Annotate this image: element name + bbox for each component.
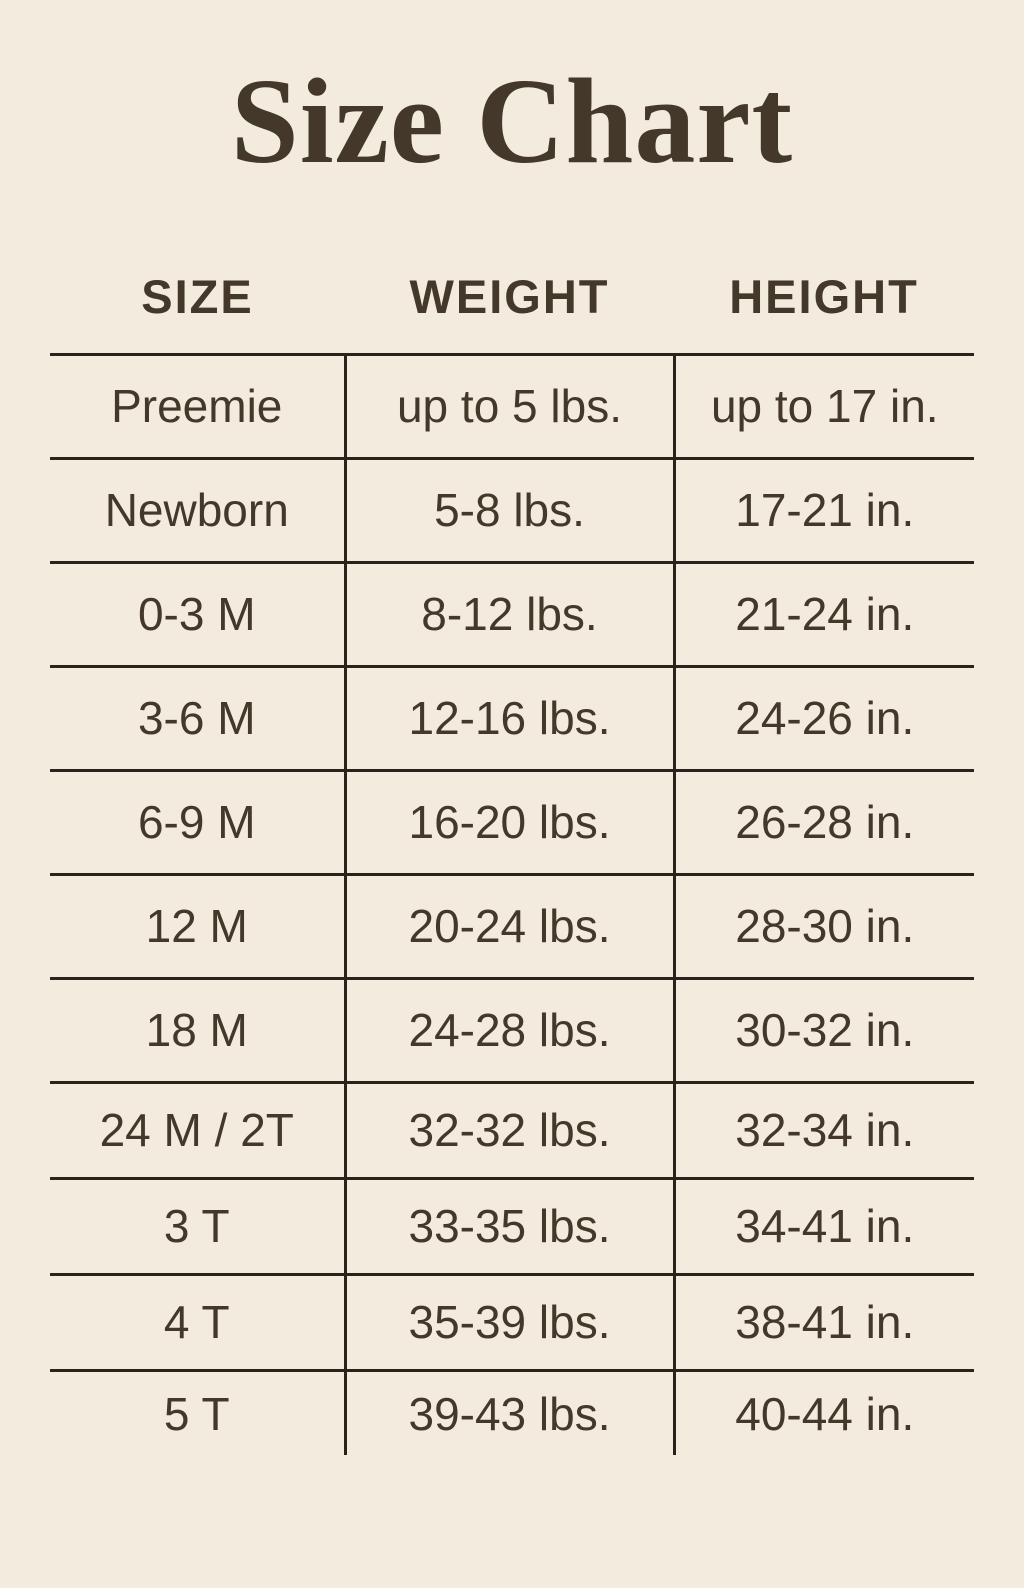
table-row: 5 T 39-43 lbs. 40-44 in.	[50, 1368, 974, 1456]
weight-cell: 5-8 lbs.	[343, 456, 674, 563]
size-chart-table: SIZE WEIGHT HEIGHT Preemie up to 5 lbs. up…	[50, 240, 974, 1456]
size-cell: 6-9 M	[50, 768, 345, 875]
size-cell: Preemie	[50, 352, 345, 459]
weight-cell: 20-24 lbs.	[343, 872, 674, 979]
table-row: Newborn 5-8 lbs. 17-21 in.	[50, 456, 974, 563]
height-cell: up to 17 in.	[672, 352, 974, 459]
weight-cell: 35-39 lbs.	[343, 1272, 674, 1371]
table-row: 3 T 33-35 lbs. 34-41 in.	[50, 1176, 974, 1275]
size-cell: Newborn	[50, 456, 345, 563]
weight-cell: 16-20 lbs.	[343, 768, 674, 875]
column-header-weight: WEIGHT	[345, 240, 674, 356]
table-header-row: SIZE WEIGHT HEIGHT	[50, 240, 974, 356]
size-cell: 18 M	[50, 976, 345, 1083]
height-cell: 21-24 in.	[672, 560, 974, 667]
weight-cell: 8-12 lbs.	[343, 560, 674, 667]
size-chart-page: Size Chart SIZE WEIGHT HEIGHT Preemie up …	[0, 52, 1024, 1456]
size-cell: 5 T	[50, 1368, 345, 1456]
height-cell: 30-32 in.	[672, 976, 974, 1083]
size-cell: 3 T	[50, 1176, 345, 1275]
column-header-size: SIZE	[50, 240, 345, 356]
size-cell: 24 M / 2T	[50, 1080, 345, 1179]
height-cell: 32-34 in.	[672, 1080, 974, 1179]
height-cell: 24-26 in.	[672, 664, 974, 771]
height-cell: 38-41 in.	[672, 1272, 974, 1371]
table-body: Preemie up to 5 lbs. up to 17 in. Newborn 5-…	[50, 352, 974, 1456]
weight-cell: up to 5 lbs.	[343, 352, 674, 459]
weight-cell: 24-28 lbs.	[343, 976, 674, 1083]
height-cell: 17-21 in.	[672, 456, 974, 563]
table-row: Preemie up to 5 lbs. up to 17 in.	[50, 352, 974, 459]
weight-cell: 39-43 lbs.	[343, 1368, 674, 1456]
size-cell: 4 T	[50, 1272, 345, 1371]
height-cell: 34-41 in.	[672, 1176, 974, 1275]
page-title: Size Chart	[230, 54, 794, 189]
table-row: 4 T 35-39 lbs. 38-41 in.	[50, 1272, 974, 1371]
height-cell: 26-28 in.	[672, 768, 974, 875]
table-row: 6-9 M 16-20 lbs. 26-28 in.	[50, 768, 974, 875]
size-cell: 12 M	[50, 872, 345, 979]
table-row: 24 M / 2T 32-32 lbs. 32-34 in.	[50, 1080, 974, 1179]
weight-cell: 32-32 lbs.	[343, 1080, 674, 1179]
weight-cell: 33-35 lbs.	[343, 1176, 674, 1275]
size-cell: 3-6 M	[50, 664, 345, 771]
table-row: 3-6 M 12-16 lbs. 24-26 in.	[50, 664, 974, 771]
table-row: 0-3 M 8-12 lbs. 21-24 in.	[50, 560, 974, 667]
height-cell: 28-30 in.	[672, 872, 974, 979]
table-row: 12 M 20-24 lbs. 28-30 in.	[50, 872, 974, 979]
height-cell: 40-44 in.	[672, 1368, 974, 1456]
column-header-height: HEIGHT	[674, 240, 974, 356]
table-row: 18 M 24-28 lbs. 30-32 in.	[50, 976, 974, 1083]
weight-cell: 12-16 lbs.	[343, 664, 674, 771]
size-cell: 0-3 M	[50, 560, 345, 667]
